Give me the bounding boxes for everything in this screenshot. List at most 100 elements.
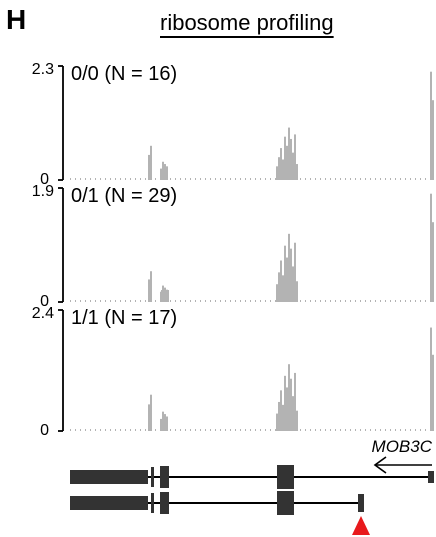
coverage-bar [185, 429, 186, 431]
coverage-bar [235, 429, 236, 431]
y-axis-min-label: 0 [40, 422, 49, 439]
track-label: 0/1 (N = 29) [71, 185, 177, 207]
coverage-bar [148, 404, 150, 431]
coverage-bar [380, 429, 381, 431]
coverage-bar [145, 300, 146, 302]
coverage-bar [75, 429, 76, 431]
coverage-bar [140, 429, 141, 431]
coverage-bar [325, 178, 326, 180]
coverage-bar [300, 300, 301, 302]
coverage-bar [425, 178, 426, 180]
coverage-bar [385, 300, 386, 302]
coverage-bar [125, 300, 126, 302]
coverage-bar [335, 300, 336, 302]
coverage-bar [90, 429, 91, 431]
transcript-1-exon [277, 465, 294, 489]
coverage-bar [415, 178, 416, 180]
coverage-bar [205, 300, 206, 302]
coverage-bar [220, 178, 221, 180]
coverage-bar [330, 300, 331, 302]
coverage-bar [320, 429, 321, 431]
coverage-bar [385, 429, 386, 431]
coverage-bar [340, 300, 341, 302]
coverage-bar [276, 166, 278, 180]
coverage-bar [164, 414, 166, 431]
coverage-bar [100, 300, 101, 302]
coverage-bar [430, 327, 432, 431]
coverage-bar [215, 300, 216, 302]
coverage-bar [296, 164, 298, 180]
y-axis-max-label: 2.4 [32, 305, 54, 322]
coverage-bar [162, 411, 164, 431]
coverage-bar [130, 178, 131, 180]
transcript-2-exon [70, 496, 148, 510]
coverage-bar [305, 429, 306, 431]
coverage-bar [150, 145, 152, 180]
coverage-bar [420, 429, 421, 431]
coverage-bar [140, 178, 141, 180]
coverage-bar [85, 300, 86, 302]
coverage-bar [150, 394, 152, 431]
coverage-bar [380, 178, 381, 180]
coverage-bar [255, 300, 256, 302]
coverage-bar [135, 429, 136, 431]
coverage-bar [135, 178, 136, 180]
coverage-bar [288, 233, 290, 302]
transcript-1-exon [160, 466, 169, 488]
coverage-bar [325, 429, 326, 431]
coverage-bar [110, 300, 111, 302]
coverage-bar [275, 300, 276, 302]
coverage-bar [432, 354, 434, 431]
coverage-bar [205, 429, 206, 431]
coverage-bar [400, 429, 401, 431]
coverage-bar [390, 300, 391, 302]
coverage-bar [135, 300, 136, 302]
transcript-2-exon [277, 491, 294, 515]
coverage-bar [292, 396, 294, 431]
coverage-bar [145, 429, 146, 431]
coverage-bar [225, 429, 226, 431]
coverage-bar [260, 300, 261, 302]
coverage-bar [410, 429, 411, 431]
coverage-bar [240, 300, 241, 302]
coverage-bar [282, 275, 284, 302]
coverage-bar [85, 429, 86, 431]
coverage-bar [120, 178, 121, 180]
coverage-bar [225, 178, 226, 180]
coverage-bar [230, 300, 231, 302]
coverage-bar [95, 429, 96, 431]
coverage-bar [265, 178, 266, 180]
coverage-bar [235, 178, 236, 180]
coverage-bar [140, 300, 141, 302]
coverage-bar [395, 300, 396, 302]
coverage-bar [164, 164, 166, 180]
coverage-bar [395, 429, 396, 431]
coverage-bar [175, 178, 176, 180]
transcript-1-exon [70, 470, 148, 484]
coverage-bar [278, 401, 280, 431]
coverage-bar [180, 429, 181, 431]
coverage-bar [350, 429, 351, 431]
coverage-bar [155, 300, 156, 302]
coverage-bar [365, 429, 366, 431]
coverage-bar [360, 178, 361, 180]
transcript-2-exon [151, 493, 154, 513]
coverage-bar [360, 300, 361, 302]
coverage-bar [215, 178, 216, 180]
track-label: 0/0 (N = 16) [71, 63, 177, 85]
coverage-bar [166, 416, 168, 431]
coverage-bar [148, 279, 150, 302]
coverage-bar [210, 178, 211, 180]
y-axis-max-label: 2.3 [32, 61, 54, 78]
coverage-bar [425, 429, 426, 431]
coverage-bar [415, 300, 416, 302]
coverage-bar [185, 300, 186, 302]
coverage-bar [195, 178, 196, 180]
coverage-bar [230, 178, 231, 180]
panel-letter: H [6, 4, 27, 35]
coverage-bar [160, 168, 162, 180]
coverage-bar [110, 429, 111, 431]
coverage-bar [130, 300, 131, 302]
coverage-bar [430, 71, 432, 180]
coverage-bar [370, 429, 371, 431]
